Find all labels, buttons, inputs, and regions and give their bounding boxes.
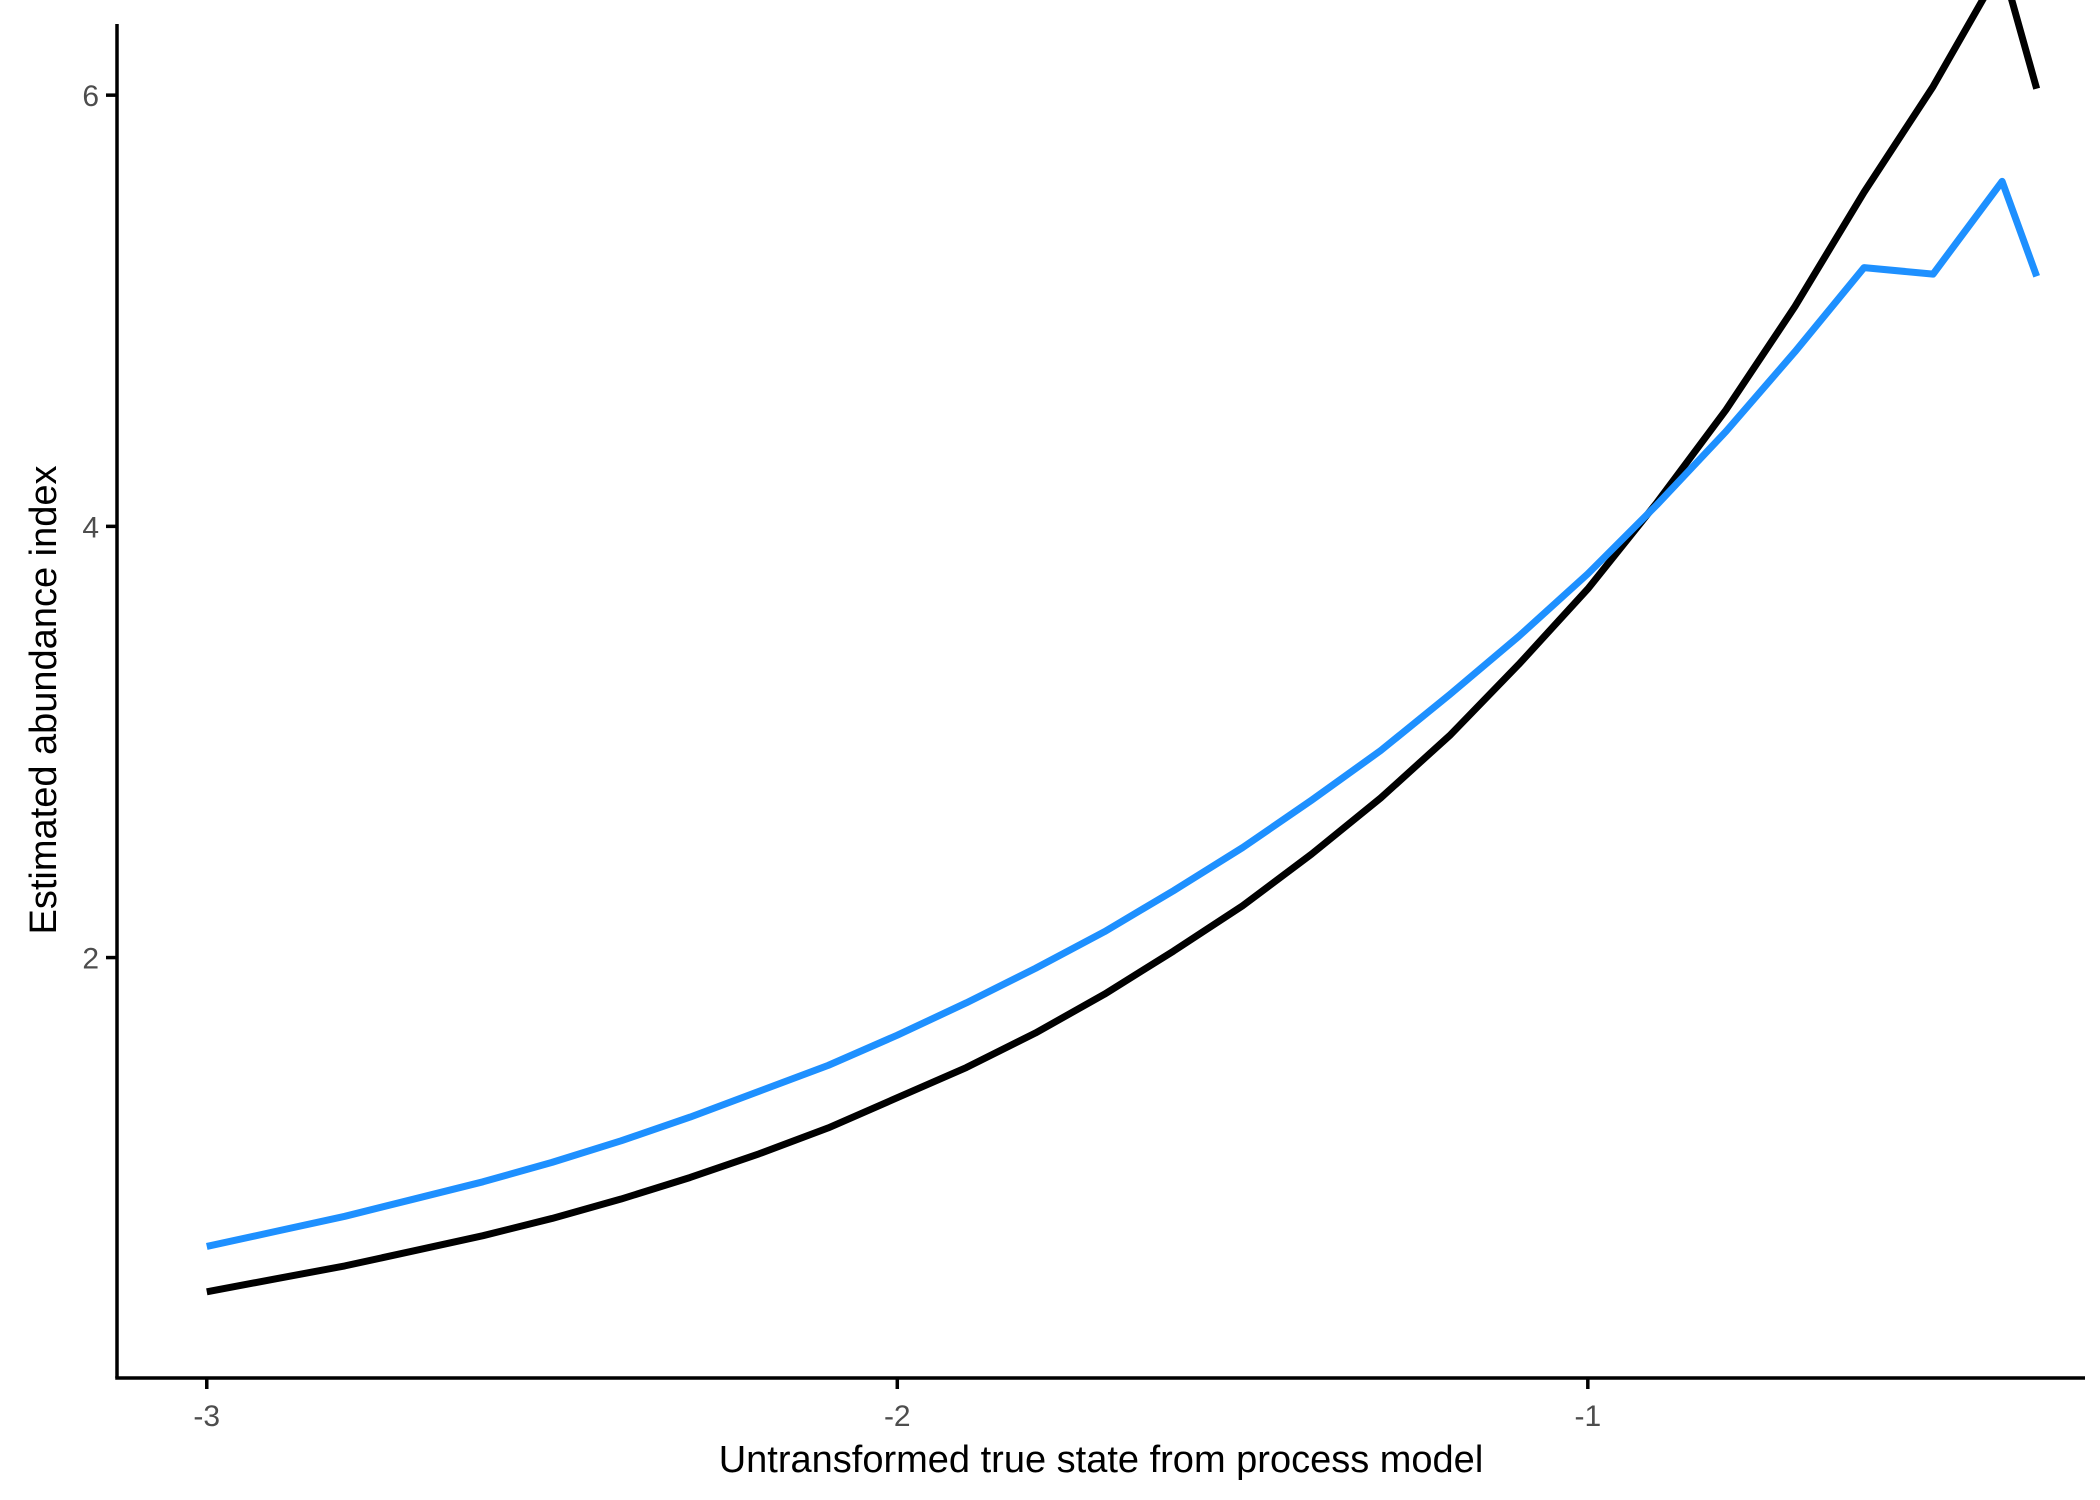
- y-axis-ticks: 2 4 6: [82, 80, 117, 976]
- x-tick-label: -3: [193, 1400, 220, 1433]
- y-axis-title: Estimated abundance index: [23, 466, 65, 935]
- y-tick-label: 6: [82, 80, 99, 113]
- y-tick-label: 4: [82, 511, 99, 544]
- x-axis-title: Untransformed true state from process mo…: [719, 1439, 1484, 1481]
- series-line-1: [206, 177, 2040, 1250]
- chart-series-group: [206, 0, 2041, 1296]
- x-tick-label: -1: [1574, 1400, 1601, 1433]
- x-axis-ticks: -3 -2 -1: [193, 1378, 1601, 1433]
- x-tick-label: -2: [884, 1400, 911, 1433]
- series-line-0: [206, 0, 2041, 1296]
- y-tick-label: 2: [82, 943, 99, 976]
